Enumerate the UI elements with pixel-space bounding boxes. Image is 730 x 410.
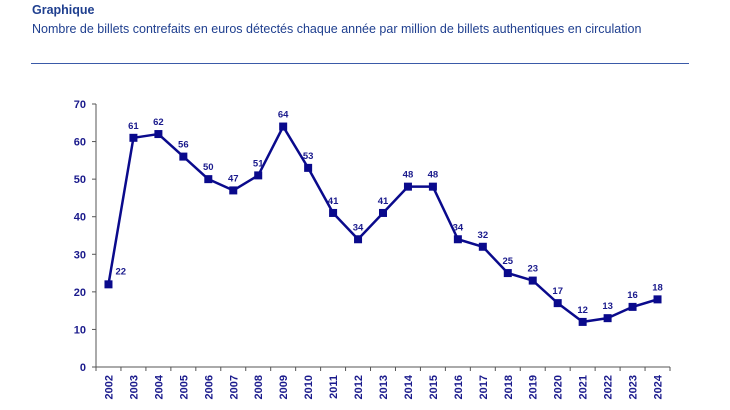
x-tick-label: 2004 [153, 374, 165, 399]
data-label: 13 [602, 301, 613, 312]
x-tick-label: 2023 [628, 375, 640, 399]
data-point-marker [453, 235, 462, 244]
x-tick-label: 2022 [603, 375, 615, 399]
data-label: 41 [378, 196, 389, 207]
data-label: 50 [203, 162, 214, 173]
x-tick-label: 2024 [653, 374, 665, 399]
data-point-marker [179, 152, 188, 161]
x-tick-label: 2021 [578, 375, 590, 399]
data-point-marker [354, 235, 363, 244]
y-tick-label: 0 [80, 362, 86, 374]
data-point-marker [204, 175, 213, 184]
data-point-marker [104, 280, 113, 289]
data-point-marker [403, 182, 412, 191]
y-tick-label: 50 [74, 174, 86, 186]
data-label: 62 [153, 117, 164, 128]
x-tick-label: 2013 [378, 375, 390, 399]
data-point-marker [304, 163, 313, 172]
data-label: 34 [453, 222, 464, 233]
chart-subtitle: Nombre de billets contrefaits en euros d… [32, 22, 642, 36]
data-point-marker [379, 208, 387, 217]
data-labels: 22 61 62 56 50 47 51 64 53 41 34 41 48 48 34 32 25 23 17 12… [115, 110, 662, 316]
series-line [107, 125, 658, 324]
data-label: 18 [652, 282, 663, 293]
data-label: 16 [627, 290, 638, 301]
data-label: 56 [178, 140, 189, 151]
x-tick-label: 2014 [403, 374, 415, 399]
x-tick-label: 2019 [528, 375, 540, 399]
data-point-marker [528, 276, 537, 285]
data-label: 41 [328, 196, 339, 207]
data-label: 34 [353, 222, 364, 233]
y-tick-label: 60 [74, 137, 86, 149]
data-label: 17 [552, 286, 563, 297]
data-label: 51 [253, 158, 264, 169]
data-point-marker [154, 130, 163, 139]
x-tick-label: 2008 [253, 375, 265, 399]
y-tick-label: 30 [74, 249, 86, 261]
x-tick-label: 2020 [553, 375, 565, 399]
header-divider [31, 63, 689, 64]
data-point-marker [628, 302, 637, 311]
y-tick-label: 70 [74, 99, 86, 111]
chart-heading: Graphique [32, 3, 95, 17]
data-point-marker [129, 133, 138, 142]
data-label: 53 [303, 151, 314, 162]
x-tick-label: 2003 [128, 375, 140, 399]
data-point-marker [329, 208, 338, 217]
data-label: 61 [128, 121, 139, 132]
x-tick-label: 2018 [503, 375, 515, 399]
data-point-marker [578, 317, 587, 326]
x-tick-label: 2016 [453, 375, 465, 399]
x-tick-label: 2005 [178, 375, 190, 399]
axes [95, 104, 670, 368]
x-tick-label: 2010 [303, 375, 315, 399]
x-tick-label: 2007 [228, 375, 240, 399]
data-label: 32 [478, 230, 489, 241]
data-label: 64 [278, 110, 289, 121]
data-point-marker [553, 299, 562, 308]
y-tick-label: 20 [74, 287, 86, 299]
data-label: 25 [502, 256, 513, 267]
data-point-marker [603, 314, 612, 323]
data-label: 22 [115, 266, 126, 277]
data-point-marker [503, 269, 512, 278]
y-axis-ticks: 0 10 20 30 40 50 60 70 [74, 99, 96, 374]
data-label: 48 [403, 170, 414, 181]
x-tick-label: 2002 [103, 375, 115, 399]
x-tick-label: 2017 [478, 375, 490, 399]
data-point-marker [653, 295, 662, 304]
data-point-marker [478, 242, 487, 251]
data-label: 12 [577, 305, 588, 316]
x-axis-ticks: 2002 2003 2004 2005 2006 2007 2008 2009 2010 2011… [95, 367, 671, 399]
y-tick-label: 10 [74, 324, 86, 336]
x-tick-label: 2015 [428, 375, 440, 399]
series [104, 122, 662, 326]
data-label: 23 [527, 264, 538, 275]
x-tick-label: 2012 [353, 375, 365, 399]
data-point-marker [279, 122, 288, 131]
data-point-marker [428, 182, 437, 191]
x-tick-label: 2006 [203, 375, 215, 399]
x-tick-label: 2009 [278, 375, 290, 399]
data-label: 47 [228, 173, 239, 184]
data-point-marker [254, 171, 263, 180]
data-point-marker [229, 186, 238, 195]
data-label: 48 [428, 170, 439, 181]
x-tick-label: 2011 [328, 375, 340, 399]
y-tick-label: 40 [74, 212, 86, 224]
